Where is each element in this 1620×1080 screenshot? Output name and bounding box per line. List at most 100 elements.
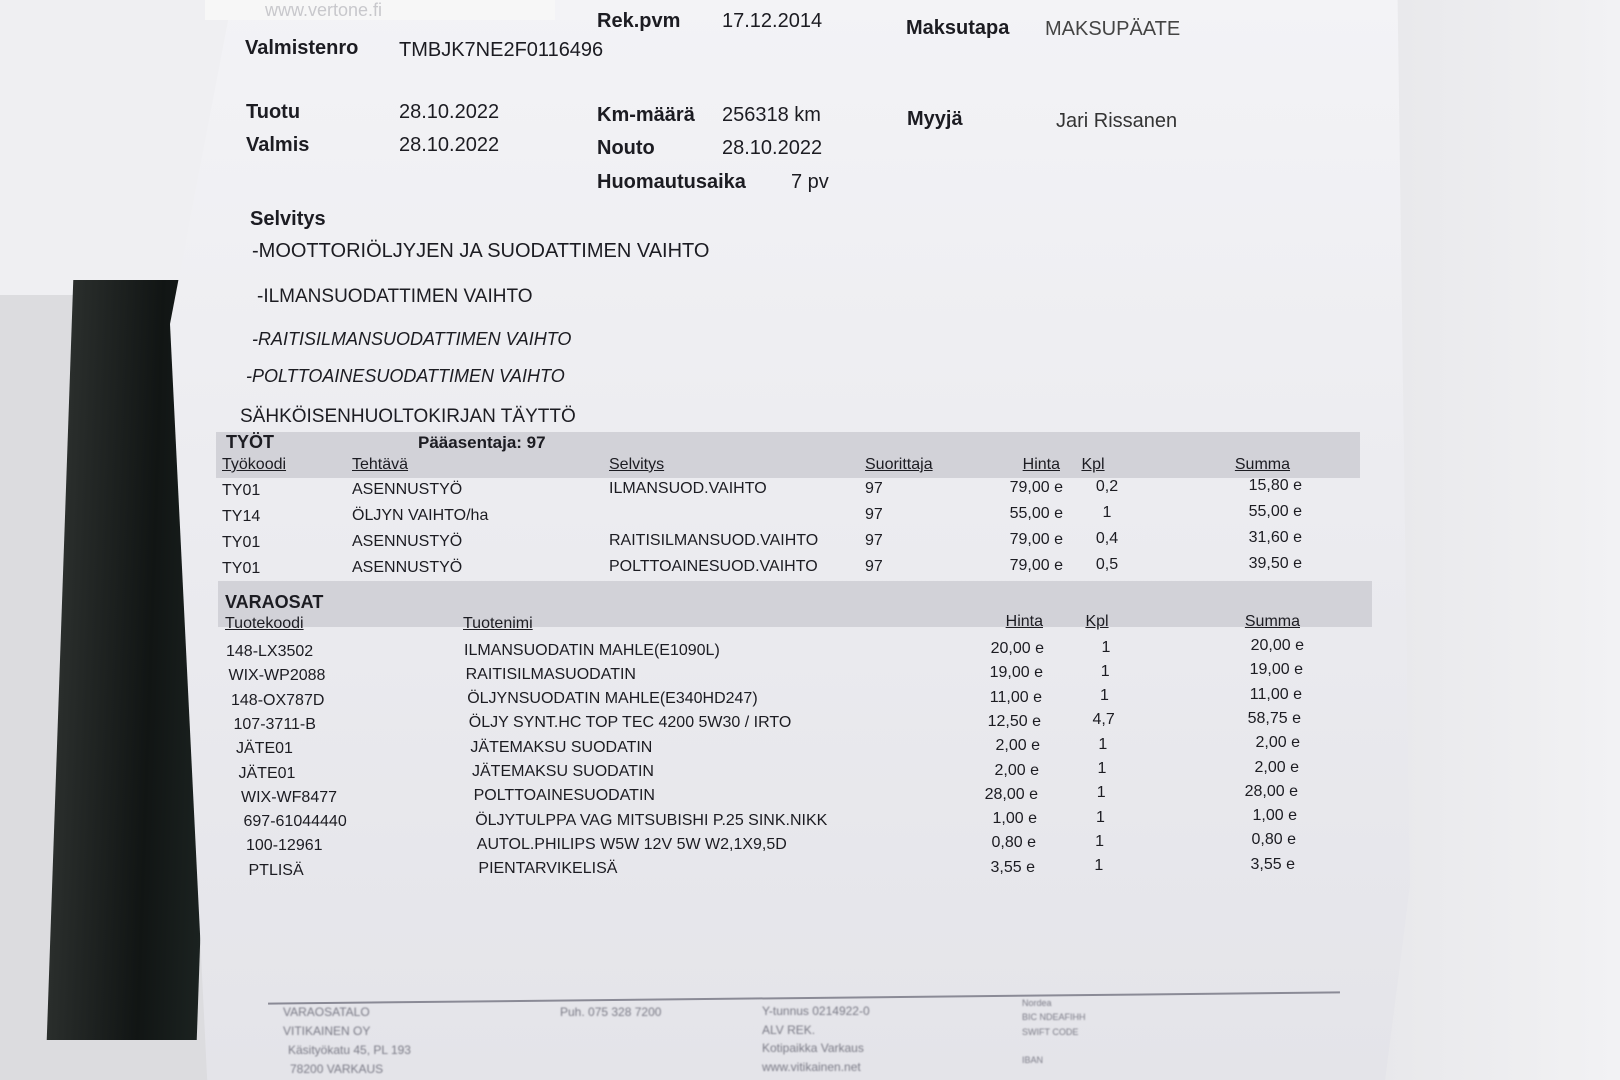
tyot-row-hinta: 79,00 e	[1009, 556, 1063, 574]
varaosat-row-kpl: 1	[1099, 687, 1109, 705]
rek-pvm: 17.12.2014	[722, 10, 823, 32]
varaosat-row-tuotenimi: ÖLJYNSUODATIN MAHLE(E340HD247)	[467, 690, 758, 708]
varaosat-row-hinta: 2,00 e	[995, 737, 1040, 755]
selvitys-line: -MOOTTORIÖLJYJEN JA SUODATTIMEN VAIHTO	[252, 240, 710, 262]
selvitys-line: -ILMANSUODATTIMEN VAIHTO	[257, 286, 533, 307]
varaosat-row-summa: 58,75 e	[1247, 709, 1301, 727]
varaosat-row-tuotenimi: JÄTEMAKSU SUODATIN	[472, 763, 654, 780]
selvitys-line: -POLTTOAINESUODATTIMEN VAIHTO	[246, 366, 565, 386]
header-suorittaja: Suorittaja	[865, 456, 933, 473]
varaosat-row-tuotekoodi: PTLISÄ	[248, 861, 304, 879]
varaosat-row-summa: 2,00 e	[1255, 734, 1300, 752]
tyot-row-selvitys: POLTTOAINESUOD.VAIHTO	[609, 558, 818, 576]
invoice-paper	[170, 0, 1410, 1080]
header-summa: Summa	[1234, 456, 1290, 473]
varaosat-row-summa: 0,80 e	[1251, 831, 1296, 849]
varaosat-row-tuotekoodi: WIX-WP2088	[228, 667, 326, 685]
nouto: 28.10.2022	[722, 137, 823, 159]
varaosat-row-tuotekoodi: JÄTE01	[236, 740, 293, 758]
tyot-row-suorittaja: 97	[865, 531, 883, 549]
maksutapa: MAKSUPÄATE	[1045, 18, 1181, 40]
myyja-label: Myyjä	[907, 108, 963, 130]
selvitys-title: Selvitys	[250, 208, 326, 230]
footer-address: 78200 VARKAUS	[290, 1062, 384, 1076]
rek-pvm-label: Rek.pvm	[597, 10, 681, 32]
varaosat-row-tuotenimi: ÖLJYTULPPA VAG MITSUBISHI P.25 SINK.NIKK	[475, 811, 828, 829]
footer-phone: Puh. 075 328 7200	[560, 1005, 662, 1019]
tyot-row-selvitys: RAITISILMANSUOD.VAIHTO	[609, 532, 819, 550]
varaosat-row-kpl: 1	[1097, 760, 1107, 777]
varaosat-row-hinta: 3,55 e	[990, 858, 1035, 876]
varaosat-row-tuotekoodi: 107-3711-B	[233, 715, 316, 733]
varaosat-header-band	[218, 581, 1372, 627]
varaosat-row-tuotenimi: PIENTARVIKELISÄ	[478, 860, 618, 878]
header-kpl: Kpl	[1081, 456, 1105, 473]
varaosat-row-kpl: 1	[1094, 857, 1104, 875]
varaosat-row-kpl: 4,7	[1092, 711, 1115, 729]
tyot-header-band	[216, 432, 1360, 478]
varaosat-title: VARAOSAT	[225, 592, 324, 612]
varaosat-row-tuotekoodi: 148-OX787D	[231, 691, 325, 709]
varaosat-row-kpl: 1	[1095, 832, 1105, 850]
varaosat-row-summa: 20,00 e	[1250, 637, 1304, 654]
tyot-row-tyokoodi: TY01	[222, 482, 261, 499]
varaosat-row-summa: 28,00 e	[1244, 782, 1298, 800]
tyot-row-kpl: 0,4	[1095, 530, 1119, 547]
tyot-row-suorittaja: 97	[865, 557, 883, 575]
footer-ytunnus: Y-tunnus 0214922-0	[762, 1004, 870, 1018]
varaosat-row-tuotenimi: ILMANSUODATIN MAHLE(E1090L)	[464, 641, 720, 659]
tyot-row-selvitys: ILMANSUOD.VAIHTO	[609, 480, 767, 498]
varaosat-row-hinta: 19,00 e	[989, 664, 1043, 682]
header-tuotekoodi: Tuotekoodi	[225, 615, 304, 632]
footer-address: Käsityökatu 45, PL 193	[288, 1043, 411, 1057]
tyot-row-tehtava: ASENNUSTYÖ	[352, 559, 463, 577]
varaosat-row-tuotekoodi: 100-12961	[246, 837, 323, 855]
varaosat-row-kpl: 1	[1100, 662, 1110, 680]
tyot-title: TYÖT	[226, 432, 274, 452]
varaosat-row-tuotenimi: AUTOL.PHILIPS W5W 12V 5W W2,1X9,5D	[476, 835, 787, 853]
header-kpl: Kpl	[1085, 613, 1109, 630]
varaosat-row-tuotekoodi: 697-61044440	[243, 813, 347, 831]
varaosat-row-hinta: 0,80 e	[991, 834, 1036, 852]
valmistenro: TMBJK7NE2F0116496	[399, 39, 604, 61]
selvitys-line: SÄHKÖISENHUOLTOKIRJAN TÄYTTÖ	[240, 406, 576, 427]
varaosat-row-tuotenimi: RAITISILMASUODATIN	[465, 665, 636, 683]
varaosat-row-tuotekoodi: WIX-WF8477	[241, 788, 338, 806]
selvitys-line: -RAITISILMANSUODATTIMEN VAIHTO	[252, 329, 572, 349]
footer-website: www.vitikainen.net	[762, 1060, 861, 1074]
header-hinta: Hinta	[1022, 456, 1060, 473]
valmis: 28.10.2022	[399, 134, 500, 156]
footer-bank: SWIFT CODE	[1022, 1027, 1079, 1037]
tyot-row-kpl: 1	[1102, 504, 1112, 521]
nouto-label: Nouto	[597, 137, 655, 159]
varaosat-row-summa: 1,00 e	[1252, 807, 1297, 825]
tyot-row-summa: 15,80 e	[1248, 477, 1302, 495]
tuotu-label: Tuotu	[246, 101, 301, 123]
varaosat-row-summa: 19,00 e	[1249, 661, 1303, 679]
header-hinta: Hinta	[1005, 613, 1043, 630]
footer-company: VITIKAINEN OY	[283, 1024, 371, 1038]
varaosat-row-hinta: 20,00 e	[990, 640, 1044, 657]
varaosat-row-kpl: 1	[1096, 784, 1106, 802]
tyot-row-tyokoodi: TY01	[222, 560, 261, 577]
varaosat-row-hinta: 2,00 e	[994, 761, 1039, 779]
km: 256318 km	[722, 104, 821, 126]
huomautus: 7 pv	[791, 171, 829, 193]
tyot-row-hinta: 79,00 e	[1009, 530, 1063, 548]
km-label: Km-määrä	[597, 104, 695, 126]
varaosat-row-kpl: 1	[1101, 638, 1111, 656]
header-tyokoodi: Työkoodi	[222, 456, 287, 473]
tyot-row-hinta: 55,00 e	[1009, 504, 1063, 522]
background-surface	[1380, 0, 1620, 1080]
valmistenro-label: Valmistenro	[245, 37, 359, 59]
tyot-row-kpl: 0,2	[1095, 478, 1119, 495]
varaosat-row-hinta: 1,00 e	[992, 810, 1037, 828]
tyot-row-summa: 31,60 e	[1248, 529, 1302, 547]
varaosat-row-tuotekoodi: JÄTE01	[238, 764, 296, 782]
valmis-label: Valmis	[246, 134, 310, 156]
varaosat-row-summa: 11,00 e	[1249, 685, 1302, 703]
tyot-row-tyokoodi: TY14	[222, 508, 261, 525]
paaasentaja: Pääasentaja: 97	[418, 433, 546, 452]
footer-bank: BIC NDEAFIHH	[1022, 1012, 1086, 1022]
tyot-row-tyokoodi: TY01	[222, 534, 261, 551]
